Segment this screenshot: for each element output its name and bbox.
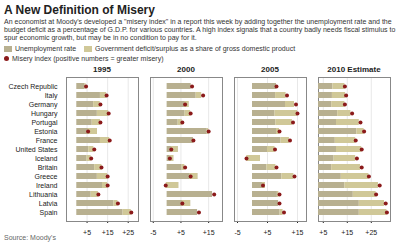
svg-text:+15: +15 — [102, 229, 114, 236]
svg-text:+25: +25 — [365, 229, 377, 236]
html-text:An economist at Moody's develo: An economist at Moody's developed a "mis… — [4, 18, 396, 41]
svg-text:+15: +15 — [341, 229, 353, 236]
svg-text:Greece: Greece — [35, 173, 58, 180]
html-text:Source: Moody's: Source: Moody's — [4, 234, 56, 241]
svg-text:-5: -5 — [150, 229, 156, 236]
html-text:A New Definition of Misery: A New Definition of Misery — [4, 3, 155, 17]
svg-text:+5: +5 — [83, 229, 91, 236]
svg-text:United States: United States — [15, 146, 58, 153]
svg-text:Lithuania: Lithuania — [29, 191, 58, 198]
svg-text:Britain: Britain — [38, 164, 58, 171]
svg-text:Ireland: Ireland — [36, 182, 58, 189]
svg-text:Germany: Germany — [29, 101, 58, 109]
svg-text:Spain: Spain — [40, 209, 58, 217]
html-text:Government deficit/surplus as: Government deficit/surplus as a share of… — [95, 45, 296, 52]
svg-text:Italy: Italy — [45, 92, 58, 100]
svg-text:Portugal: Portugal — [31, 119, 58, 127]
svg-text:+25: +25 — [122, 229, 134, 236]
svg-text:+5: +5 — [319, 229, 327, 236]
html-text:2010 Estimate: 2010 Estimate — [327, 65, 381, 74]
svg-text:Hungary: Hungary — [31, 110, 58, 118]
svg-text:+5: +5 — [264, 229, 272, 236]
html-text:2000: 2000 — [177, 65, 195, 74]
svg-text:-5: -5 — [234, 229, 240, 236]
html-text:1995: 1995 — [93, 65, 111, 74]
svg-text:Czech Republic: Czech Republic — [8, 83, 58, 91]
svg-text:Latvia: Latvia — [39, 200, 58, 207]
html-text:2005: 2005 — [261, 65, 279, 74]
svg-text:Iceland: Iceland — [35, 155, 58, 162]
svg-text:+15: +15 — [292, 229, 304, 236]
html-text:Misery index (positive numbers: Misery index (positive numbers = greater… — [12, 55, 164, 62]
html-text:Unemployment rate: Unemployment rate — [15, 45, 77, 52]
svg-text:Estonia: Estonia — [34, 128, 57, 135]
svg-text:+15: +15 — [203, 229, 215, 236]
svg-text:France: France — [36, 137, 58, 144]
svg-text:+5: +5 — [177, 229, 185, 236]
